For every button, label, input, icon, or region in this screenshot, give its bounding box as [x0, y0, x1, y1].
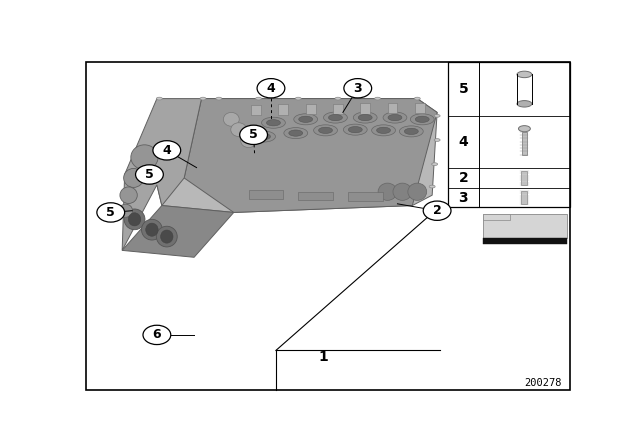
Ellipse shape [328, 115, 342, 121]
Ellipse shape [517, 101, 532, 107]
Polygon shape [388, 103, 397, 113]
Ellipse shape [294, 114, 317, 125]
Ellipse shape [372, 125, 396, 136]
Ellipse shape [146, 223, 158, 236]
Ellipse shape [136, 165, 163, 184]
Ellipse shape [383, 112, 407, 123]
Ellipse shape [414, 97, 420, 100]
Text: 4: 4 [163, 144, 171, 157]
Text: 3: 3 [459, 191, 468, 205]
Ellipse shape [335, 97, 341, 100]
Polygon shape [522, 191, 527, 204]
Polygon shape [157, 99, 437, 212]
Ellipse shape [410, 114, 434, 125]
Polygon shape [360, 103, 370, 114]
Ellipse shape [517, 71, 532, 78]
Polygon shape [122, 206, 234, 257]
Ellipse shape [434, 138, 440, 142]
Ellipse shape [408, 183, 427, 200]
Ellipse shape [289, 130, 303, 136]
Ellipse shape [348, 126, 362, 133]
Ellipse shape [399, 126, 423, 137]
Text: 4: 4 [267, 82, 275, 95]
Ellipse shape [156, 97, 163, 100]
Polygon shape [483, 214, 566, 237]
Text: 4: 4 [458, 135, 468, 149]
Ellipse shape [378, 183, 397, 200]
Ellipse shape [393, 183, 412, 200]
Ellipse shape [376, 127, 390, 134]
Ellipse shape [295, 97, 301, 100]
Text: 5: 5 [458, 82, 468, 96]
Ellipse shape [257, 78, 285, 98]
Text: 5: 5 [106, 206, 115, 219]
Ellipse shape [423, 201, 451, 220]
Ellipse shape [314, 125, 337, 136]
Ellipse shape [404, 128, 419, 134]
Polygon shape [249, 190, 284, 198]
Text: 2: 2 [458, 171, 468, 185]
Text: 200278: 200278 [525, 379, 562, 388]
Ellipse shape [358, 115, 372, 121]
Ellipse shape [240, 125, 268, 145]
Text: 6: 6 [152, 328, 161, 341]
Polygon shape [522, 132, 527, 155]
Ellipse shape [143, 325, 171, 345]
Ellipse shape [353, 112, 377, 123]
Ellipse shape [124, 209, 145, 230]
Ellipse shape [153, 141, 180, 160]
Text: 1: 1 [318, 350, 328, 364]
Ellipse shape [518, 125, 531, 132]
Ellipse shape [429, 185, 435, 188]
Ellipse shape [156, 226, 177, 247]
Polygon shape [415, 103, 425, 113]
Ellipse shape [344, 124, 367, 135]
Ellipse shape [97, 203, 125, 222]
Text: 5: 5 [249, 128, 258, 141]
Text: 2: 2 [433, 204, 442, 217]
Polygon shape [184, 99, 437, 212]
Ellipse shape [415, 116, 429, 122]
Ellipse shape [223, 112, 239, 126]
Polygon shape [122, 99, 202, 250]
Ellipse shape [141, 220, 163, 240]
Ellipse shape [200, 97, 206, 100]
Text: 5: 5 [145, 168, 154, 181]
Polygon shape [278, 104, 288, 115]
Ellipse shape [161, 230, 173, 243]
Text: 3: 3 [353, 82, 362, 95]
Polygon shape [306, 104, 316, 115]
Ellipse shape [388, 115, 402, 121]
Ellipse shape [344, 78, 372, 98]
Ellipse shape [120, 187, 138, 203]
Ellipse shape [319, 127, 332, 134]
Ellipse shape [118, 204, 132, 217]
Ellipse shape [299, 116, 312, 122]
Ellipse shape [257, 134, 271, 140]
Polygon shape [251, 105, 261, 115]
Ellipse shape [431, 163, 438, 165]
Ellipse shape [255, 97, 262, 100]
Polygon shape [522, 171, 527, 185]
Ellipse shape [231, 123, 246, 137]
Ellipse shape [324, 112, 348, 123]
Ellipse shape [374, 97, 381, 100]
Ellipse shape [124, 168, 143, 187]
Ellipse shape [252, 131, 275, 142]
Polygon shape [348, 193, 383, 201]
Ellipse shape [241, 134, 257, 147]
Ellipse shape [216, 97, 222, 100]
Ellipse shape [434, 115, 440, 117]
Ellipse shape [262, 117, 285, 128]
Polygon shape [298, 192, 333, 200]
Polygon shape [333, 104, 343, 114]
Ellipse shape [266, 120, 280, 126]
Ellipse shape [284, 128, 308, 138]
Ellipse shape [131, 145, 158, 170]
Ellipse shape [129, 213, 141, 226]
Polygon shape [483, 237, 566, 244]
Polygon shape [483, 214, 509, 220]
